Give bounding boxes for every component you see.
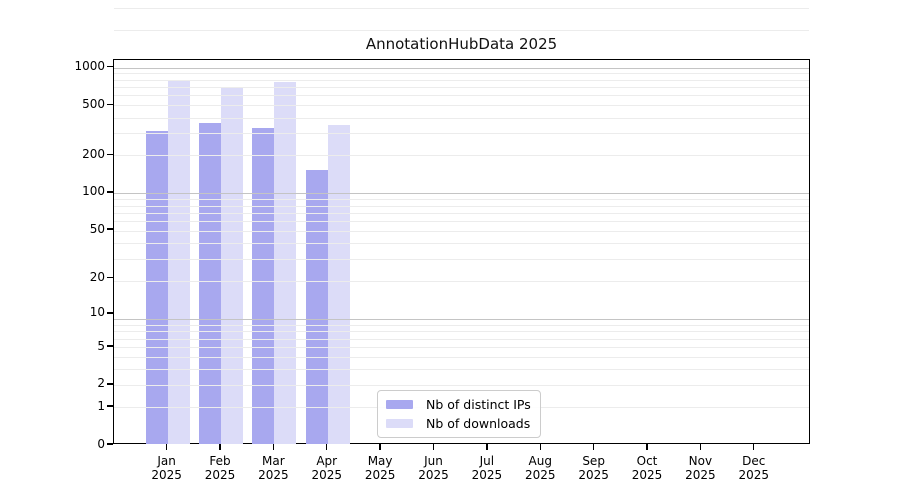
y-tick-label-1000: 1000 xyxy=(74,59,105,73)
x-tick-mark xyxy=(272,444,275,450)
x-tick-label-feb: Feb 2025 xyxy=(204,454,236,482)
plot-area xyxy=(113,7,810,444)
y-tick-label-500: 500 xyxy=(82,96,105,111)
x-tick-label-aug: Aug 2025 xyxy=(524,454,556,482)
gridline-minor xyxy=(114,243,809,245)
gridline-minor xyxy=(114,73,809,75)
x-tick-label-dec: Dec 2025 xyxy=(738,454,770,482)
gridline-minor xyxy=(114,338,809,340)
gridline-minor xyxy=(114,105,809,107)
gridline-minor xyxy=(114,221,809,223)
bar-downloads-mar xyxy=(274,82,297,444)
y-tick-label-5: 5 xyxy=(97,338,105,353)
bar-distinct-ips-mar xyxy=(252,127,275,444)
x-tick-mark xyxy=(219,444,221,450)
bar-downloads-apr xyxy=(327,124,350,444)
x-tick-label-apr: Apr 2025 xyxy=(311,454,342,482)
legend-swatch-distinct-ips xyxy=(386,400,413,409)
y-tick-mark xyxy=(107,276,113,279)
x-tick-label-mar: Mar 2025 xyxy=(258,454,289,482)
x-tick-mark xyxy=(326,444,328,450)
y-tick-label-2: 2 xyxy=(97,376,105,391)
gridline-minor xyxy=(114,324,809,326)
legend-label-distinct-ips: Nb of distinct IPs xyxy=(426,397,531,412)
legend: Nb of distinct IPs Nb of downloads xyxy=(377,390,541,438)
gridline-minor xyxy=(114,95,809,97)
y-tick-mark xyxy=(107,345,113,347)
y-tick-label-200: 200 xyxy=(82,146,105,161)
y-tick-mark xyxy=(107,103,113,105)
legend-swatch-downloads xyxy=(386,419,413,428)
y-tick-label-50: 50 xyxy=(89,221,105,236)
gridline-minor xyxy=(114,87,809,89)
bar-distinct-ips-feb xyxy=(198,123,221,444)
gridline-major xyxy=(114,193,809,195)
y-tick-label-100: 100 xyxy=(82,184,105,199)
x-tick-mark xyxy=(699,444,702,450)
gridline-minor xyxy=(114,79,809,81)
gridline-minor xyxy=(114,259,809,261)
x-tick-mark xyxy=(432,444,435,450)
gridline-minor xyxy=(114,331,809,333)
y-tick-mark xyxy=(107,405,113,407)
gridline-minor xyxy=(114,369,809,371)
gridline-major xyxy=(114,67,809,69)
x-tick-label-jul: Jul 2025 xyxy=(471,454,503,482)
gridline-minor xyxy=(114,199,809,201)
y-tick-mark xyxy=(107,153,113,155)
x-tick-mark xyxy=(486,444,488,450)
legend-item-downloads: Nb of downloads xyxy=(386,416,531,431)
gridline-minor xyxy=(114,29,809,31)
x-tick-mark xyxy=(753,444,755,450)
legend-label-downloads: Nb of downloads xyxy=(426,416,531,431)
gridline-minor xyxy=(114,357,809,359)
x-tick-label-jan: Jan 2025 xyxy=(151,454,182,482)
bar-downloads-jan xyxy=(167,79,190,444)
legend-item-distinct-ips: Nb of distinct IPs xyxy=(386,397,531,412)
gridline-minor xyxy=(114,281,809,283)
gridline-major xyxy=(114,319,809,321)
gridline-minor xyxy=(114,384,809,386)
x-tick-mark xyxy=(592,444,595,450)
gridline-minor xyxy=(114,347,809,349)
gridline-minor xyxy=(114,212,809,214)
y-tick-label-0: 0 xyxy=(97,436,105,451)
x-tick-label-jun: Jun 2025 xyxy=(418,454,449,482)
gridline-minor xyxy=(114,205,809,207)
y-tick-mark xyxy=(107,65,113,68)
x-tick-label-may: May 2025 xyxy=(364,454,396,482)
y-tick-label-10: 10 xyxy=(89,305,105,320)
bar-distinct-ips-apr xyxy=(305,170,328,444)
gridline-minor xyxy=(114,231,809,233)
x-tick-label-sep: Sep 2025 xyxy=(578,454,609,482)
y-tick-mark xyxy=(107,383,113,385)
bar-downloads-feb xyxy=(220,86,243,444)
gridline-minor xyxy=(114,155,809,157)
gridline-minor xyxy=(114,7,809,9)
y-tick-label-20: 20 xyxy=(89,270,105,285)
gridline-minor xyxy=(114,133,809,135)
x-tick-mark xyxy=(379,444,381,450)
y-tick-mark xyxy=(107,228,113,230)
bar-distinct-ips-jan xyxy=(145,130,168,444)
y-tick-mark xyxy=(107,312,113,314)
x-tick-label-nov: Nov 2025 xyxy=(685,454,716,482)
gridline-minor xyxy=(114,117,809,119)
x-tick-mark xyxy=(646,444,648,450)
y-tick-label-1: 1 xyxy=(97,398,105,413)
x-tick-mark xyxy=(165,444,168,450)
y-tick-mark xyxy=(107,443,113,445)
chart-title: AnnotationHubData 2025 xyxy=(365,35,558,53)
y-tick-mark xyxy=(107,191,113,193)
x-tick-label-oct: Oct 2025 xyxy=(631,454,663,482)
x-tick-mark xyxy=(539,444,541,450)
